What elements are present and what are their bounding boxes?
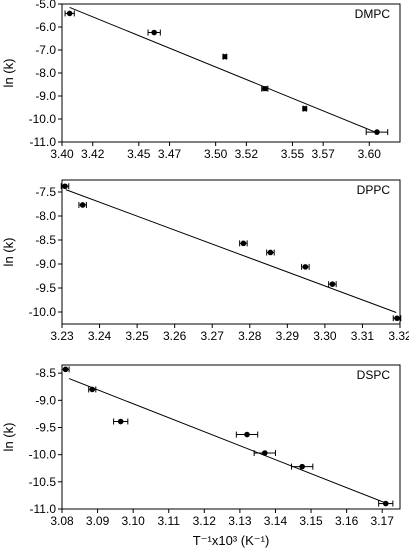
dspc-x-tick-label: 3.17 <box>371 514 395 528</box>
dppc-x-tick-label: 3.26 <box>163 329 187 343</box>
dppc-x-tick-label: 3.25 <box>125 329 149 343</box>
dmpc-y-axis-label: ln (k) <box>1 59 16 88</box>
dppc-data-point <box>329 281 336 287</box>
dppc-y-tick-label: -8.5 <box>35 233 56 247</box>
dmpc-y-tick-label: -8.0 <box>35 66 56 80</box>
dspc-plot-frame <box>61 364 401 510</box>
dspc-data-point <box>89 386 96 393</box>
dppc-x-tick-label: 3.27 <box>201 329 225 343</box>
dspc-panel-label: DSPC <box>357 368 391 382</box>
dspc-y-tick-label: -8.5 <box>35 366 56 380</box>
dppc-y-tick-label: -8.0 <box>35 209 56 223</box>
dmpc-data-point <box>151 29 157 36</box>
dspc-data-point <box>299 463 305 470</box>
dppc-panel-label: DPPC <box>357 183 391 197</box>
dspc-data-point <box>117 418 124 425</box>
dspc-y-tick-label: -9.5 <box>35 420 56 434</box>
dspc-y-tick-label: -10.0 <box>29 448 57 462</box>
dmpc-panel-label: DMPC <box>355 7 391 21</box>
dppc-y-tick-label: -9.5 <box>35 281 56 295</box>
dspc-y-tick-label: -10.5 <box>29 475 57 489</box>
dmpc-x-tick-label: 3.42 <box>81 147 105 161</box>
panel-dspc: 3.08 3.09 3.10 3.11 3.12 3.13 3.14 3.15 3.16 3.17… <box>1 364 401 548</box>
dppc-data-point <box>62 183 68 190</box>
dmpc-data-point <box>222 54 228 60</box>
dmpc-fit-line <box>69 6 378 134</box>
dspc-y-tick-label: -11.0 <box>30 502 57 516</box>
dppc-x-tick-label: 3.23 <box>50 329 74 343</box>
dppc-data-point <box>267 249 274 256</box>
dppc-data-point <box>240 240 247 247</box>
dmpc-y-tick-label: -5.0 <box>35 0 56 11</box>
dmpc-x-tick-label: 3.52 <box>235 147 259 161</box>
dmpc-y-tick-label: -11.0 <box>30 135 57 149</box>
dspc-data-point <box>244 431 250 438</box>
dppc-x-tick-label: 3.31 <box>351 329 375 343</box>
dspc-x-tick-label: 3.14 <box>264 514 288 528</box>
dppc-data-point <box>394 315 400 322</box>
dspc-y-axis-label: ln (k) <box>1 423 16 452</box>
dmpc-data-point <box>374 129 380 135</box>
dppc-x-tick-label: 3.24 <box>88 329 112 343</box>
dmpc-x-tick-label: 3.47 <box>158 147 182 161</box>
dppc-x-tick-label: 3.29 <box>276 329 300 343</box>
dspc-x-tick-label: 3.12 <box>193 514 217 528</box>
dppc-data-point <box>79 202 86 208</box>
panel-dmpc: 3.40 3.42 3.45 3.47 3.50 3.52 3.55 3.57 3.60 -5.0… <box>1 0 401 161</box>
dmpc-data-point <box>66 10 73 17</box>
dspc-x-tick-label: 3.08 <box>50 514 74 528</box>
dppc-fit-line <box>65 189 397 313</box>
dppc-plot-frame <box>61 179 401 325</box>
dmpc-x-tick-label: 3.50 <box>204 147 228 161</box>
dspc-x-tick-label: 3.15 <box>299 514 323 528</box>
dppc-y-tick-label: -7.5 <box>35 185 56 199</box>
dmpc-x-tick-label: 3.40 <box>50 147 74 161</box>
dmpc-y-tick-label: -9.0 <box>35 89 56 103</box>
dmpc-y-tick-label: -6.0 <box>35 20 56 34</box>
dspc-data-point <box>382 500 389 507</box>
dmpc-x-tick-label: 3.55 <box>281 147 305 161</box>
dmpc-x-tick-label: 3.45 <box>127 147 151 161</box>
dppc-x-tick-label: 3.30 <box>313 329 337 343</box>
dmpc-data-point <box>262 86 268 92</box>
dmpc-y-tick-label: -10.0 <box>29 112 57 126</box>
dmpc-x-tick-label: 3.60 <box>358 147 382 161</box>
dppc-y-tick-label: -9.0 <box>35 257 56 271</box>
dppc-data-point <box>302 264 309 270</box>
dspc-x-tick-label: 3.13 <box>228 514 252 528</box>
dspc-fit-line <box>68 378 386 504</box>
dspc-x-tick-label: 3.11 <box>158 514 181 528</box>
dppc-x-tick-label: 3.32 <box>388 329 409 343</box>
dspc-x-tick-label: 3.16 <box>335 514 359 528</box>
dspc-data-point <box>262 450 268 456</box>
dspc-x-tick-label: 3.09 <box>86 514 110 528</box>
dmpc-data-point <box>302 106 308 112</box>
dppc-y-tick-label: -10.0 <box>29 305 57 319</box>
dmpc-y-tick-label: -7.0 <box>35 43 56 57</box>
dppc-y-axis-label: ln (k) <box>1 238 16 267</box>
dmpc-x-tick-label: 3.57 <box>312 147 336 161</box>
dspc-x-axis-label: T⁻¹x10³ (K⁻¹) <box>193 533 270 548</box>
dspc-x-tick-label: 3.10 <box>121 514 145 528</box>
dspc-y-tick-label: -9.0 <box>35 393 56 407</box>
dspc-data-point <box>62 366 69 373</box>
panel-dppc: 3.23 3.24 3.25 3.26 3.27 3.28 3.29 3.30 3.31 3.32… <box>1 179 409 343</box>
dppc-x-tick-label: 3.28 <box>238 329 262 343</box>
